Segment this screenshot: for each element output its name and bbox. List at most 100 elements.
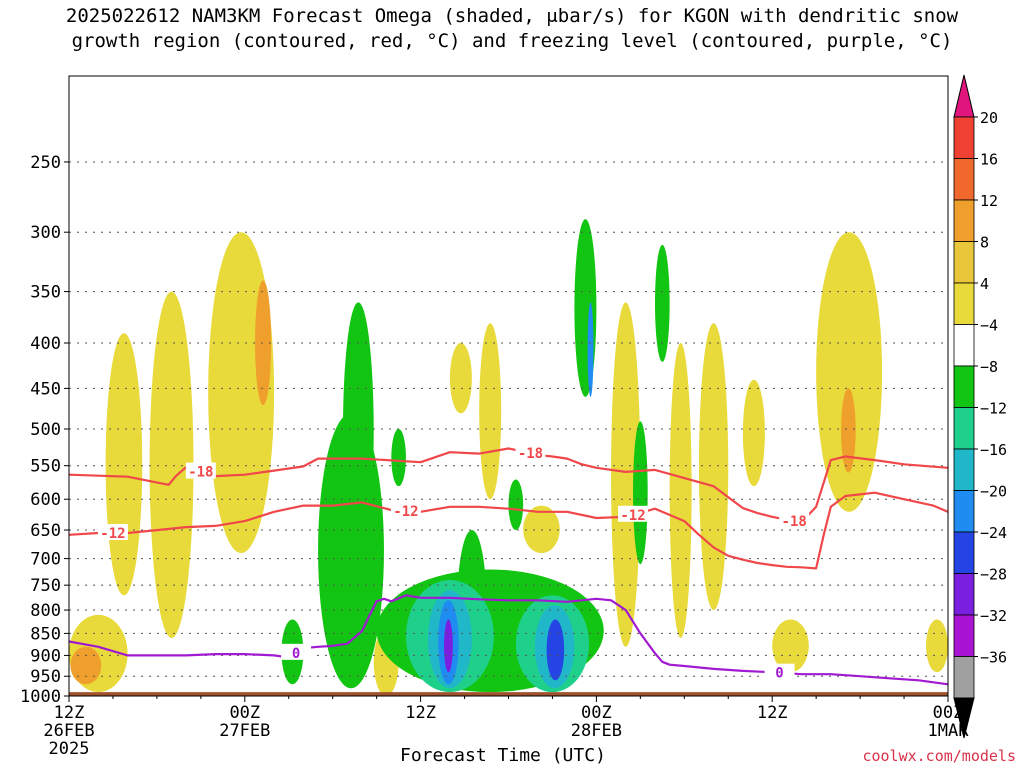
y-tick-label: 1000 <box>20 687 61 707</box>
x-tick-label: 26FEB <box>43 721 94 741</box>
contour-label-bg <box>390 501 421 518</box>
colorbar-bin <box>953 116 975 159</box>
y-tick-label: 800 <box>30 601 61 621</box>
omega-strong-positive-region <box>841 388 856 473</box>
contour-line-0 <box>69 594 948 686</box>
x-tick-label: 00Z <box>933 703 964 723</box>
title-line-1: 2025022612 NAM3KM Forecast Omega (shaded… <box>65 5 959 27</box>
x-tick-label: 00Z <box>229 703 260 723</box>
colorbar-label: −16 <box>980 441 1007 459</box>
omega-core-blue <box>546 619 565 681</box>
title-line-2: growth region (contoured, red, °C) and f… <box>71 30 953 52</box>
contour-label--18: -18 <box>188 465 213 481</box>
colorbar-bottom-arrow <box>953 697 975 739</box>
x-tick-label: 27FEB <box>219 721 270 741</box>
contour-label-bg <box>97 524 128 541</box>
colorbar-bin <box>953 656 975 699</box>
omega-positive-region <box>926 619 948 673</box>
contour-label--12: -12 <box>393 504 418 520</box>
omega-positive-region <box>669 343 692 638</box>
colorbar-bin <box>953 324 975 367</box>
colorbar-bin <box>953 407 975 450</box>
x-tick-label: 00Z <box>581 703 612 723</box>
y-tick-label: 400 <box>30 334 61 354</box>
colorbar-label: −8 <box>980 358 998 376</box>
x-tick-label: 1MAR <box>928 721 970 741</box>
colorbar-bin <box>953 448 975 491</box>
colorbar-bin <box>953 614 975 657</box>
omega-strong-negative-region <box>587 302 594 397</box>
x-tick-label: 28FEB <box>571 721 622 741</box>
contour-label-bg <box>779 512 810 529</box>
omega-negative-region <box>508 479 524 531</box>
colorbar-label: 8 <box>980 234 989 252</box>
omega-strong-positive-region <box>70 646 102 685</box>
temperature-contours: -18 -18 -18 -12 -12 -12 0 0 <box>69 444 948 686</box>
colorbar-bin <box>953 241 975 284</box>
omega-negative-region <box>342 302 374 559</box>
colorbar-label: 20 <box>980 109 998 127</box>
x-tick-label: 2025 <box>49 739 90 759</box>
omega-strong-positive-region <box>255 280 272 406</box>
omega-positive-region <box>479 323 502 500</box>
x-tick-label: 12Z <box>405 703 436 723</box>
omega-positive-region <box>523 505 560 554</box>
colorbar-label: −4 <box>980 317 998 335</box>
y-tick-label: 450 <box>30 379 61 399</box>
omega-positive-region <box>698 323 729 611</box>
y-tick-label: 600 <box>30 490 61 510</box>
omega-positive-region <box>816 232 883 512</box>
y-tick-label: 250 <box>30 153 61 173</box>
contour-label-bg <box>281 643 312 660</box>
colorbar-label: 12 <box>980 192 998 210</box>
contour-line--18 <box>69 447 948 524</box>
contour-label--18: -18 <box>782 514 807 530</box>
y-tick-label: 700 <box>30 550 61 570</box>
omega-negative-region <box>655 244 670 362</box>
omega-positive-region <box>449 343 472 414</box>
y-tick-label: 900 <box>30 646 61 666</box>
omega-negative-region <box>391 428 406 487</box>
colorbar-label: −32 <box>980 607 1007 625</box>
x-tick-label: 12Z <box>757 703 788 723</box>
contour-line--12 <box>69 491 948 570</box>
colorbar-bin <box>953 490 975 533</box>
y-tick-label: 500 <box>30 420 61 440</box>
contour-label-bg <box>515 444 546 461</box>
omega-positive-region <box>742 379 765 487</box>
omega-core-purple <box>444 619 453 673</box>
omega-positive-region <box>149 291 194 638</box>
colorbar-label: −20 <box>980 483 1007 501</box>
y-tick-label: 300 <box>30 223 61 243</box>
omega-positive-region <box>105 333 143 596</box>
contour-label-bg <box>185 462 216 479</box>
colorbar-label: 4 <box>980 275 989 293</box>
y-tick-label: 850 <box>30 624 61 644</box>
chart-title: 2025022612 NAM3KM Forecast Omega (shaded… <box>0 4 1024 54</box>
x-axis-label: Forecast Time (UTC) <box>400 745 606 766</box>
contour-label-0: 0 <box>292 646 300 662</box>
y-tick-label: 550 <box>30 457 61 477</box>
y-tick-label: 650 <box>30 521 61 541</box>
contour-label-bg <box>764 663 795 680</box>
omega-colorbar: 20 16 12 8 4 −4 −8 −12 −16 −20 −24 −28 −32 −36 <box>953 74 1007 739</box>
colorbar-label: −12 <box>980 400 1007 418</box>
colorbar-label: −36 <box>980 649 1007 667</box>
colorbar-bin <box>953 282 975 325</box>
colorbar-bin <box>953 531 975 574</box>
y-tick-label: 950 <box>30 667 61 687</box>
colorbar-label: −24 <box>980 524 1007 542</box>
omega-positive-region <box>772 619 809 673</box>
contour-label--18: -18 <box>518 446 543 462</box>
omega-positive-region <box>611 302 641 647</box>
contour-label--12: -12 <box>100 526 125 542</box>
colorbar-bin <box>953 365 975 408</box>
omega-negative-region <box>633 421 648 565</box>
credit-label: coolwx.com/models <box>862 747 1016 765</box>
terrain-ground <box>69 692 948 696</box>
colorbar-bin <box>953 158 975 201</box>
colorbar-bin <box>953 573 975 616</box>
colorbar-top-arrow <box>953 74 975 118</box>
